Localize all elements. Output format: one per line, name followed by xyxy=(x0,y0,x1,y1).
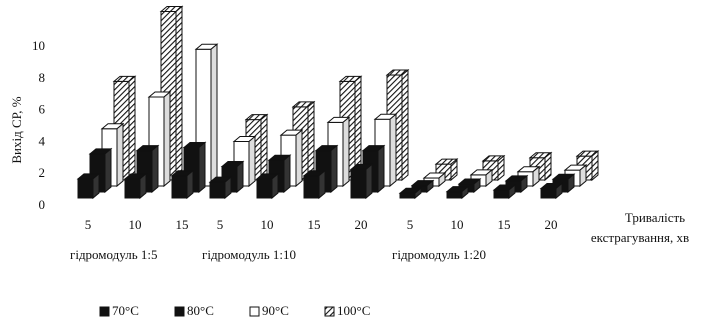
legend-swatch xyxy=(249,306,260,317)
bar xyxy=(302,169,327,200)
y-tick-label: 0 xyxy=(39,197,46,212)
bar xyxy=(208,176,233,200)
bar xyxy=(516,165,541,188)
group-label: гідромодуль 1:10 xyxy=(202,247,296,262)
bar-side xyxy=(104,147,112,194)
bar-side xyxy=(318,169,326,200)
bar-side xyxy=(438,171,446,188)
y-tick-label: 4 xyxy=(39,133,46,148)
bar-side xyxy=(461,185,469,200)
legend-swatch xyxy=(174,306,185,317)
bar-front xyxy=(540,187,557,199)
bar xyxy=(170,169,195,200)
bar-front xyxy=(350,168,367,199)
bar xyxy=(445,185,470,200)
bar-front xyxy=(446,191,463,199)
bar xyxy=(492,183,517,200)
bar xyxy=(135,144,160,194)
bar-front xyxy=(493,189,510,199)
bar-front xyxy=(209,181,226,199)
bar-side xyxy=(283,154,291,194)
bar-side xyxy=(210,43,218,188)
bar-side xyxy=(139,172,147,200)
bar-side xyxy=(414,187,422,200)
x-tick-label: 20 xyxy=(545,217,558,232)
bar-front xyxy=(171,175,188,199)
bar-side xyxy=(295,129,303,188)
bar-side xyxy=(520,174,528,194)
bar-side xyxy=(532,165,540,188)
bar-side xyxy=(426,179,434,194)
bar-front xyxy=(77,178,94,199)
x-tick-label: 10 xyxy=(261,217,274,232)
bar-side xyxy=(579,164,587,188)
bar-side xyxy=(450,158,458,182)
bar xyxy=(539,182,564,200)
bar-side xyxy=(224,176,232,200)
bar xyxy=(398,187,423,200)
legend-swatch xyxy=(99,306,110,317)
bar-front xyxy=(256,178,273,199)
y-tick-label: 8 xyxy=(39,70,46,85)
bar-side xyxy=(236,160,244,194)
bar-side xyxy=(186,169,194,200)
y-axis-title: Вихід СР, % xyxy=(9,96,24,163)
bar-side xyxy=(271,172,279,200)
bar-side xyxy=(485,168,493,188)
bar-side xyxy=(260,113,268,182)
bar-side xyxy=(342,116,350,188)
y-tick-label: 10 xyxy=(32,38,45,53)
bar-side xyxy=(401,68,409,182)
x-tick-label: 15 xyxy=(308,217,321,232)
x-axis-title: екстрагування, хв xyxy=(591,230,689,245)
bar-side xyxy=(330,144,338,194)
group-label: гідромодуль 1:20 xyxy=(392,247,486,262)
bar xyxy=(123,172,148,200)
y-tick-label: 6 xyxy=(39,102,46,117)
y-tick-label: 2 xyxy=(39,165,46,180)
bar-side xyxy=(591,150,599,182)
bar xyxy=(255,172,280,200)
bar-front xyxy=(399,192,416,199)
x-tick-label: 5 xyxy=(85,217,92,232)
bar-side xyxy=(92,172,100,200)
bar-front xyxy=(303,175,320,199)
x-tick-label: 5 xyxy=(217,217,224,232)
bar-side xyxy=(544,151,552,182)
x-tick-label: 10 xyxy=(129,217,142,232)
legend-label: 90°C xyxy=(262,303,289,318)
x-tick-label: 15 xyxy=(176,217,189,232)
bar-front xyxy=(124,178,141,199)
bar-side xyxy=(248,135,256,188)
group-label: гідромодуль 1:5 xyxy=(70,247,157,262)
bar-side xyxy=(307,100,315,182)
legend-label: 70°C xyxy=(112,303,139,318)
legend-swatch xyxy=(324,306,335,317)
bar-side xyxy=(377,144,385,194)
x-tick-label: 10 xyxy=(451,217,464,232)
bar xyxy=(349,163,374,200)
bar-side xyxy=(116,122,124,188)
bar-side xyxy=(365,163,373,200)
bar-side xyxy=(163,90,171,188)
bar xyxy=(76,172,101,200)
bar-side xyxy=(567,173,575,194)
legend-label: 80°C xyxy=(187,303,214,318)
x-tick-label: 15 xyxy=(498,217,511,232)
x-tick-label: 5 xyxy=(407,217,414,232)
x-tick-label: 20 xyxy=(355,217,368,232)
bar-side xyxy=(473,177,481,194)
legend-label: 100°C xyxy=(337,303,370,318)
bar-side xyxy=(175,5,183,182)
bar-side xyxy=(198,141,206,194)
bar-side xyxy=(497,154,505,182)
bar-side xyxy=(389,113,397,188)
bar-side xyxy=(555,182,563,200)
bar-side xyxy=(508,183,516,200)
bar-side xyxy=(151,144,159,194)
x-axis-title: Тривалість xyxy=(625,210,685,225)
bar-side xyxy=(128,75,136,182)
